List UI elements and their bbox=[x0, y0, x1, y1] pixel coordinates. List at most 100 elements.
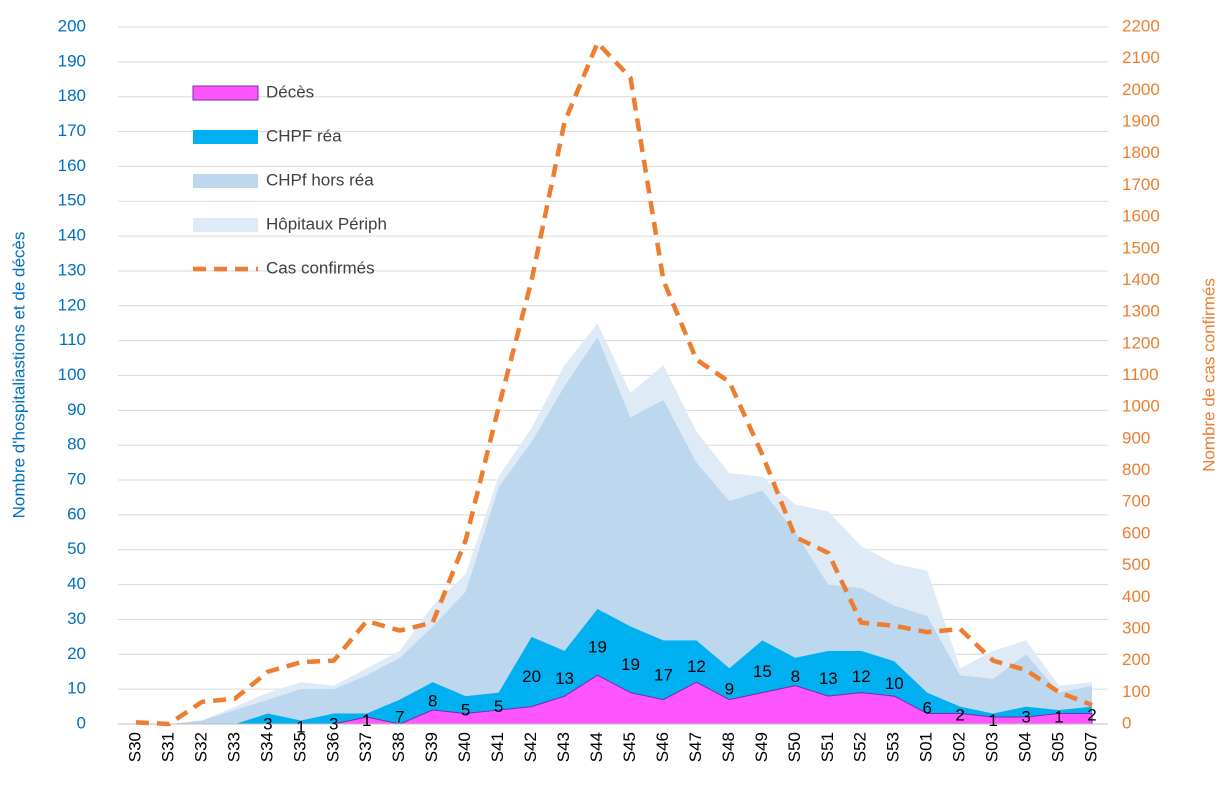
x-tick-label: S50 bbox=[785, 732, 804, 762]
legend-swatch bbox=[192, 85, 259, 101]
data-label: 2 bbox=[1087, 706, 1096, 725]
y2-tick-label: 1400 bbox=[1122, 270, 1160, 289]
y2-tick-label: 2100 bbox=[1122, 48, 1160, 67]
data-label: 12 bbox=[687, 657, 706, 676]
legend-label: Cas confirmés bbox=[266, 258, 375, 277]
legend-label: CHPf hors réa bbox=[266, 170, 374, 189]
x-tick-label: S48 bbox=[719, 732, 738, 762]
data-label: 19 bbox=[588, 638, 607, 657]
data-label: 8 bbox=[428, 692, 437, 711]
y-tick-label: 120 bbox=[58, 295, 86, 314]
legend-label: Décès bbox=[266, 82, 314, 101]
data-label: 1 bbox=[1054, 707, 1063, 726]
data-label: 3 bbox=[263, 714, 272, 733]
x-tick-label: S35 bbox=[290, 732, 309, 762]
y-tick-label: 50 bbox=[67, 539, 86, 558]
data-label: 9 bbox=[725, 679, 734, 698]
y-tick-label: 70 bbox=[67, 470, 86, 489]
y-tick-label: 130 bbox=[58, 260, 86, 279]
y2-tick-label: 1900 bbox=[1122, 112, 1160, 131]
data-label: 13 bbox=[819, 669, 838, 688]
y-tick-label: 90 bbox=[67, 400, 86, 419]
area bbox=[136, 337, 1092, 724]
y2-tick-label: 1300 bbox=[1122, 302, 1160, 321]
y-tick-label: 80 bbox=[67, 435, 86, 454]
y2-tick-label: 2000 bbox=[1122, 80, 1160, 99]
y2-axis-title: Nombre de cas confirmés bbox=[1199, 278, 1218, 472]
legend-swatch bbox=[193, 130, 258, 144]
y2-tick-label: 1800 bbox=[1122, 143, 1160, 162]
data-label: 20 bbox=[522, 667, 541, 686]
y2-tick-label: 0 bbox=[1122, 713, 1131, 732]
y-tick-label: 10 bbox=[67, 679, 86, 698]
data-label: 12 bbox=[852, 667, 871, 686]
y-tick-label: 60 bbox=[67, 504, 86, 523]
y2-tick-label: 1000 bbox=[1122, 397, 1160, 416]
x-tick-label: S33 bbox=[224, 732, 243, 762]
x-tick-label: S40 bbox=[455, 732, 474, 762]
x-tick-label: S49 bbox=[752, 732, 771, 762]
y-tick-label: 30 bbox=[67, 609, 86, 628]
y2-tick-label: 900 bbox=[1122, 428, 1150, 447]
y2-tick-label: 2200 bbox=[1122, 16, 1160, 35]
x-tick-label: S39 bbox=[422, 732, 441, 762]
x-tick-label: S01 bbox=[917, 732, 936, 762]
data-label: 6 bbox=[922, 699, 931, 718]
y2-tick-label: 1500 bbox=[1122, 238, 1160, 257]
x-tick-label: S31 bbox=[158, 732, 177, 762]
x-tick-label: S42 bbox=[521, 732, 540, 762]
y-tick-label: 150 bbox=[58, 191, 86, 210]
x-tick-label: S43 bbox=[554, 732, 573, 762]
x-tick-label: S47 bbox=[686, 732, 705, 762]
y2-tick-label: 600 bbox=[1122, 523, 1150, 542]
data-label: 5 bbox=[494, 697, 503, 716]
x-tick-label: S46 bbox=[653, 732, 672, 762]
y2-tick-label: 1100 bbox=[1122, 365, 1159, 384]
y-tick-label: 0 bbox=[77, 713, 86, 732]
data-label: 17 bbox=[654, 665, 673, 684]
y2-tick-label: 1700 bbox=[1122, 175, 1160, 194]
y-tick-label: 140 bbox=[58, 226, 86, 245]
y2-tick-label: 1200 bbox=[1122, 333, 1160, 352]
x-tick-label: S03 bbox=[983, 732, 1002, 762]
y-tick-label: 180 bbox=[58, 86, 86, 105]
x-tick-label: S36 bbox=[323, 732, 342, 762]
y-tick-label: 20 bbox=[67, 644, 86, 663]
y-tick-label: 190 bbox=[58, 51, 86, 70]
legend-label: CHPF réa bbox=[266, 126, 342, 145]
x-tick-label: S37 bbox=[356, 732, 375, 762]
x-tick-label: S45 bbox=[620, 732, 639, 762]
y-tick-label: 110 bbox=[59, 330, 86, 349]
y-tick-label: 200 bbox=[58, 16, 86, 35]
x-tick-label: S05 bbox=[1049, 732, 1068, 762]
data-label: 3 bbox=[1021, 707, 1030, 726]
x-tick-label: S07 bbox=[1081, 732, 1100, 762]
data-label: 1 bbox=[362, 711, 371, 730]
data-label: 10 bbox=[885, 674, 904, 693]
data-label: 7 bbox=[395, 707, 404, 726]
y2-tick-label: 500 bbox=[1122, 555, 1150, 574]
x-tick-label: S38 bbox=[389, 732, 408, 762]
data-label: 5 bbox=[461, 700, 470, 719]
data-label: 1 bbox=[988, 711, 997, 730]
y-tick-label: 160 bbox=[58, 156, 86, 175]
y2-tick-label: 300 bbox=[1122, 618, 1150, 637]
data-label: 2 bbox=[955, 706, 964, 725]
y2-tick-label: 100 bbox=[1122, 682, 1150, 701]
data-label: 19 bbox=[621, 655, 640, 674]
legend-swatch bbox=[193, 218, 258, 232]
x-tick-label: S02 bbox=[950, 732, 969, 762]
y2-tick-label: 400 bbox=[1122, 587, 1150, 606]
legend-label: Hôpitaux Périph bbox=[266, 214, 387, 233]
y2-tick-label: 800 bbox=[1122, 460, 1150, 479]
area bbox=[136, 608, 1092, 724]
y2-tick-label: 1600 bbox=[1122, 207, 1160, 226]
y-tick-label: 170 bbox=[58, 121, 86, 140]
x-tick-label: S30 bbox=[125, 732, 144, 762]
legend-swatch bbox=[193, 174, 258, 188]
x-tick-label: S53 bbox=[884, 732, 903, 762]
data-label: 13 bbox=[555, 669, 574, 688]
data-label: 3 bbox=[329, 714, 338, 733]
